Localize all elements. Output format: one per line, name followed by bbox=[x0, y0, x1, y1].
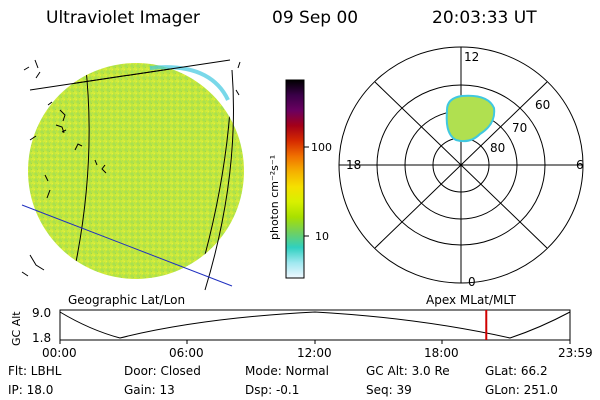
colorbar-rect bbox=[285, 79, 305, 279]
disk-limb-glow bbox=[149, 65, 230, 101]
timeline-frame bbox=[59, 309, 571, 341]
timeline-tick-label: 06:00 bbox=[169, 346, 204, 360]
app-title: Ultraviolet Imager bbox=[46, 8, 200, 28]
gc-alt-info: GC Alt: 3.0 Re bbox=[366, 364, 450, 378]
coastline-marks bbox=[21, 59, 241, 277]
timeline-ymax: 9.0 bbox=[32, 306, 52, 320]
date-label: 09 Sep 00 bbox=[272, 8, 359, 28]
lat-label-70: 70 bbox=[512, 121, 527, 135]
door-info: Door: Closed bbox=[124, 364, 201, 378]
timeline-tick-label: 00:00 bbox=[42, 346, 77, 360]
glat-info: GLat: 66.2 bbox=[485, 364, 548, 378]
filter-info: Flt: LBHL bbox=[8, 364, 62, 378]
meridian-line bbox=[69, 63, 90, 279]
mode-info: Mode: Normal bbox=[245, 364, 329, 378]
glon-info: GLon: 251.0 bbox=[485, 383, 558, 397]
altitude-curve bbox=[59, 311, 571, 339]
lat-label-60: 60 bbox=[535, 98, 550, 112]
polar-plot bbox=[338, 46, 584, 284]
ip-info: IP: 18.0 bbox=[8, 383, 54, 397]
seq-info: Seq: 39 bbox=[366, 383, 412, 397]
earth-image bbox=[21, 59, 244, 291]
mlt-label-18: 18 bbox=[346, 158, 361, 172]
mlt-label-0: 0 bbox=[468, 275, 476, 289]
polar-axis-diag bbox=[374, 81, 548, 249]
apex-label: Apex MLat/MLT bbox=[426, 293, 516, 307]
auroral-oval bbox=[445, 94, 496, 143]
timeline-tick-label: 12:00 bbox=[297, 346, 332, 360]
timeline-tick-label: 18:00 bbox=[424, 346, 459, 360]
colorbar-unit-label: photon cm⁻²s⁻¹ bbox=[268, 155, 281, 240]
geo-label: Geographic Lat/Lon bbox=[68, 293, 186, 307]
mlt-label-6: 6 bbox=[576, 158, 584, 172]
time-label: 20:03:33 UT bbox=[432, 8, 537, 28]
timeline-ymin: 1.8 bbox=[32, 331, 52, 345]
colorbar-label-10: 10 bbox=[315, 230, 329, 243]
terminator-line bbox=[21, 204, 233, 287]
gain-info: Gain: 13 bbox=[124, 383, 175, 397]
lat-label-80: 80 bbox=[490, 141, 505, 155]
colorbar-label-100: 100 bbox=[311, 141, 332, 154]
timeline-tick-label: 23:59 bbox=[558, 346, 593, 360]
timeline-plot: GC Alt bbox=[10, 309, 571, 346]
polar-labels: 12 18 6 0 60 70 80 bbox=[346, 50, 584, 289]
earth-disk bbox=[28, 63, 244, 279]
colorbar: 100 10 photon cm⁻²s⁻¹ bbox=[268, 79, 332, 279]
mlt-label-12: 12 bbox=[464, 50, 479, 64]
dsp-info: Dsp: -0.1 bbox=[245, 383, 300, 397]
timeline-axis-title: GC Alt bbox=[10, 311, 23, 346]
